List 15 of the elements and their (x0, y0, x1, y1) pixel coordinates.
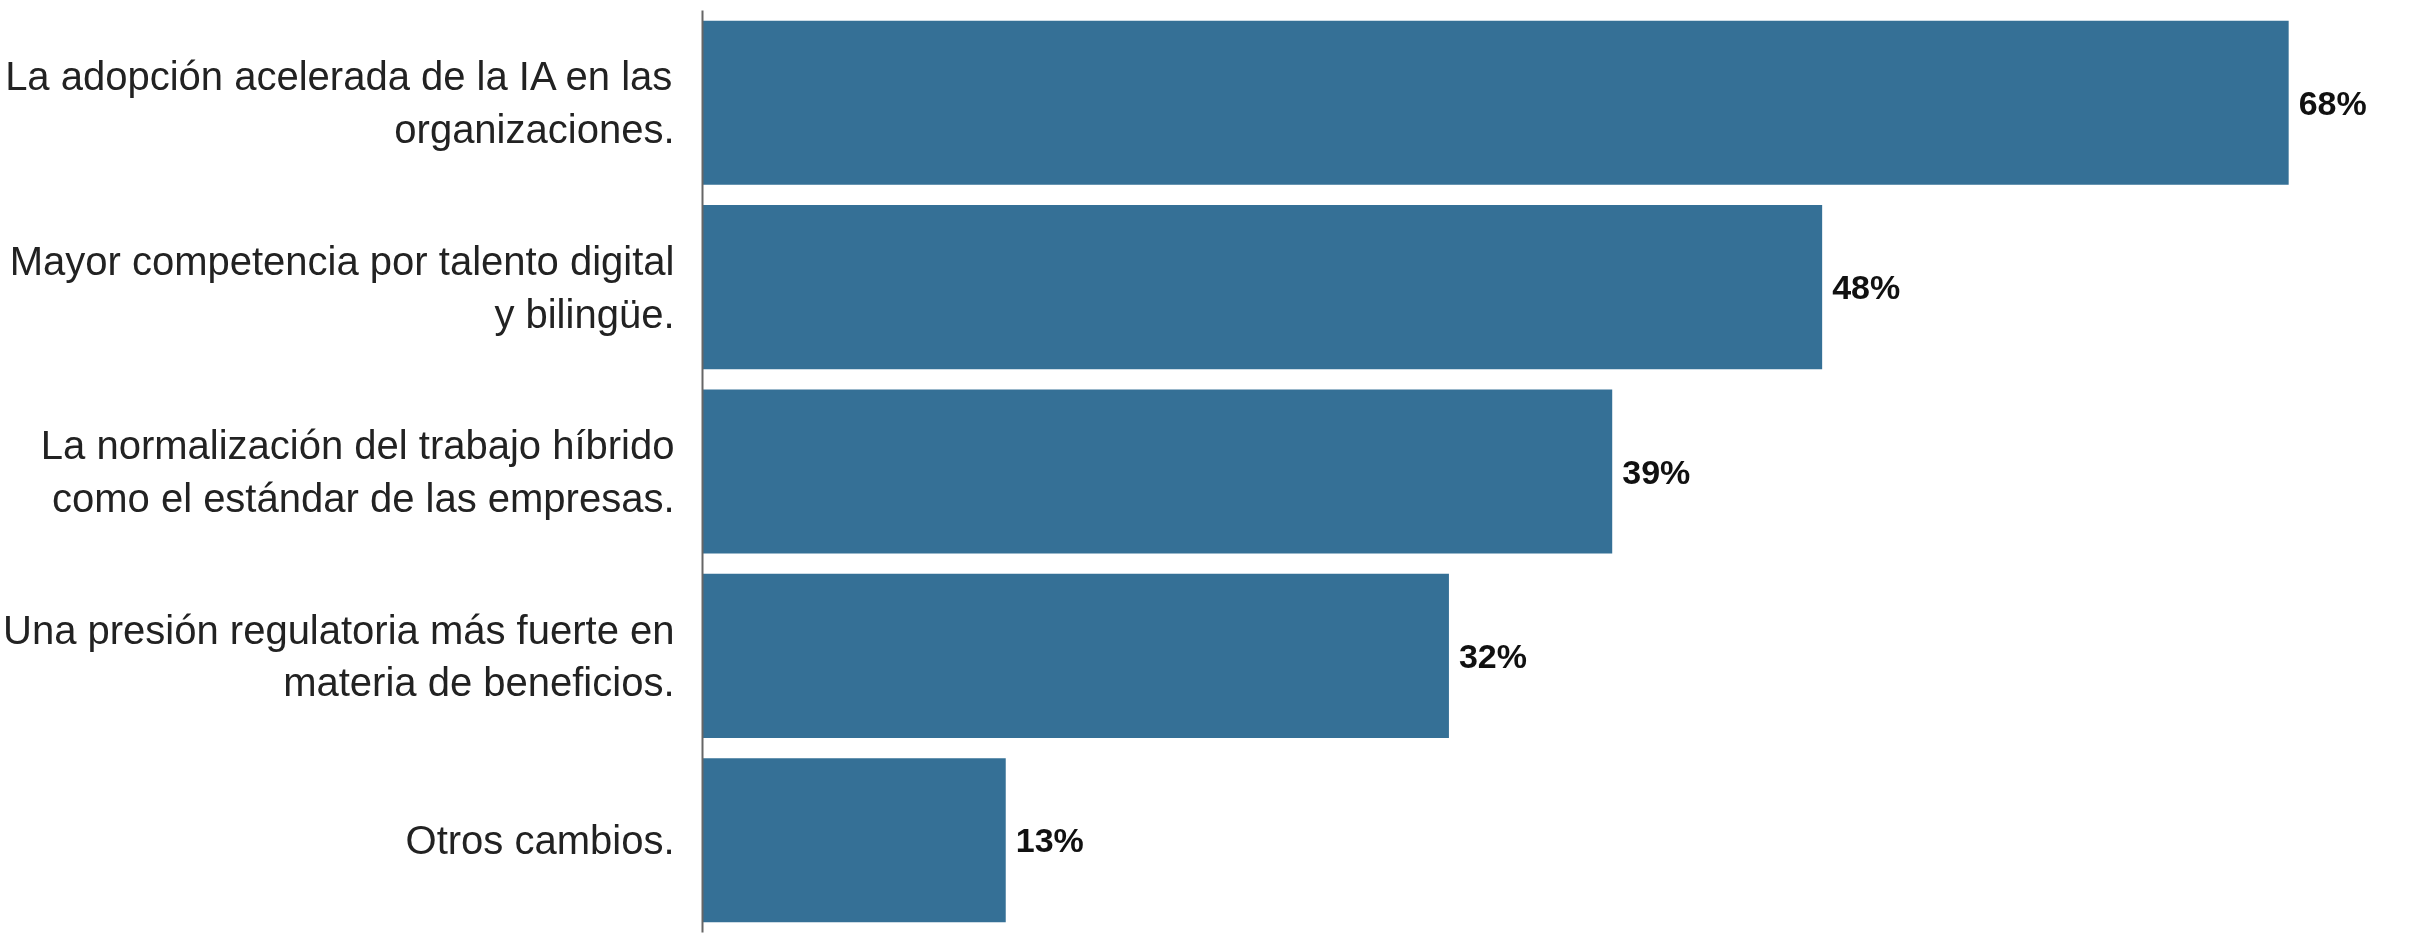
data-label: 68% (2298, 83, 2367, 122)
y-tick-label: Otros cambios. (405, 818, 675, 863)
data-label: 13% (1015, 821, 1084, 860)
data-label: 48% (1832, 268, 1901, 307)
y-tick-label: Una presión regulatoria más fuerte en materia de beneficios. (3, 607, 675, 705)
data-label: 32% (1458, 636, 1527, 675)
data-label: 39% (1622, 452, 1691, 491)
bar (702, 758, 1006, 923)
bar (702, 389, 1613, 554)
bar (702, 20, 2289, 185)
bar (702, 573, 1449, 738)
y-tick-label: La normalización del trabajo híbrido como el estándar de las empresas. (40, 423, 675, 520)
y-tick-label: Mayor competencia por talento digital y bilingüe. (9, 238, 675, 336)
bar (702, 205, 1823, 370)
y-tick-label: La adopción acelerada de la IA en las organizaciones. (5, 54, 675, 152)
